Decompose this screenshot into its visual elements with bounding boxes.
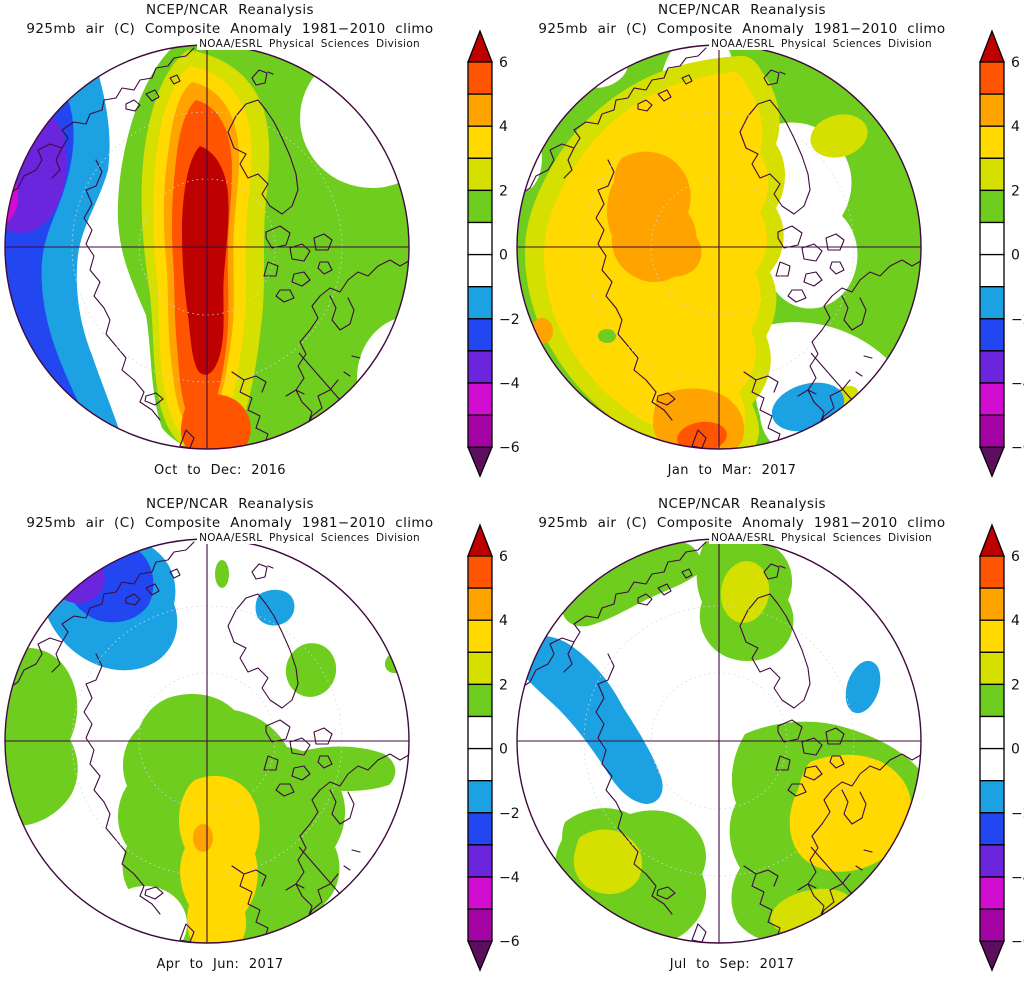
panel-caption: Jan to Mar: 2017: [667, 463, 797, 478]
anomaly-map-jul-sep-2017: [516, 538, 922, 944]
colorbar-tick-label: −4: [1011, 376, 1024, 392]
colorbar-tick-label: 0: [499, 248, 508, 264]
colorbar-tick-label: 4: [1011, 613, 1020, 629]
anomaly-map-jan-mar-2017: [516, 44, 922, 450]
panel-title: NCEP/NCAR Reanalysis: [146, 2, 314, 18]
colorbar-tick-label: −4: [499, 376, 520, 392]
colorbar-tick-label: 4: [499, 119, 508, 135]
colorbar-tick-label: 2: [499, 183, 508, 199]
anomaly-map-apr-jun-2017: [4, 538, 410, 944]
colorbar: 6 4 2 0 −2 −4 −6: [979, 29, 1024, 478]
panel-caption: Apr to Jun: 2017: [156, 957, 284, 972]
colorbar-tick-label: 4: [1011, 119, 1020, 135]
panel-oct-dec-2016: NCEP/NCAR Reanalysis 925mb air (C) Compo…: [0, 0, 520, 493]
panel-title: NCEP/NCAR Reanalysis: [658, 496, 826, 512]
noaa-esrl-watermark: NOAA/ESRL Physical Sciences Division: [709, 38, 934, 50]
colorbar-tick-label: −4: [499, 870, 520, 886]
colorbar-tick-label: 6: [499, 55, 508, 71]
colorbar-tick-label: 2: [1011, 183, 1020, 199]
panel-title: NCEP/NCAR Reanalysis: [146, 496, 314, 512]
colorbar-tick-label: 6: [1011, 55, 1020, 71]
panel-subtitle: 925mb air (C) Composite Anomaly 1981−201…: [26, 21, 434, 37]
panel-subtitle: 925mb air (C) Composite Anomaly 1981−201…: [538, 515, 946, 531]
colorbar-tick-label: 2: [499, 677, 508, 693]
panel-jan-mar-2017: NCEP/NCAR Reanalysis 925mb air (C) Compo…: [512, 0, 1024, 493]
panel-subtitle: 925mb air (C) Composite Anomaly 1981−201…: [26, 515, 434, 531]
noaa-esrl-watermark: NOAA/ESRL Physical Sciences Division: [197, 38, 422, 50]
anomaly-map-oct-dec-2016: [4, 44, 410, 450]
colorbar-tick-label: 2: [1011, 677, 1020, 693]
colorbar-tick-label: 0: [1011, 248, 1020, 264]
panel-caption: Jul to Sep: 2017: [669, 957, 795, 972]
colorbar-tick-label: −6: [499, 440, 520, 456]
panel-title: NCEP/NCAR Reanalysis: [658, 2, 826, 18]
colorbar-tick-label: 0: [499, 742, 508, 758]
colorbar-tick-label: −2: [1011, 312, 1024, 328]
colorbar: 6 4 2 0 −2 −4 −6: [979, 523, 1024, 972]
colorbar-tick-label: 0: [1011, 742, 1020, 758]
colorbar-tick-label: −4: [1011, 870, 1024, 886]
colorbar: 6 4 2 0 −2 −4 −6: [467, 29, 520, 478]
noaa-esrl-watermark: NOAA/ESRL Physical Sciences Division: [197, 532, 422, 544]
panel-caption: Oct to Dec: 2016: [154, 463, 286, 478]
noaa-esrl-watermark: NOAA/ESRL Physical Sciences Division: [709, 532, 934, 544]
panel-subtitle: 925mb air (C) Composite Anomaly 1981−201…: [538, 21, 946, 37]
colorbar: 6 4 2 0 −2 −4 −6: [467, 523, 520, 972]
colorbar-tick-label: −6: [1011, 440, 1024, 456]
colorbar-tick-label: 4: [499, 613, 508, 629]
colorbar-tick-label: −6: [1011, 934, 1024, 950]
colorbar-tick-label: −6: [499, 934, 520, 950]
colorbar-tick-label: 6: [1011, 549, 1020, 565]
colorbar-tick-label: −2: [499, 806, 520, 822]
colorbar-tick-label: −2: [499, 312, 520, 328]
colorbar-tick-label: −2: [1011, 806, 1024, 822]
panel-apr-jun-2017: NCEP/NCAR Reanalysis 925mb air (C) Compo…: [0, 494, 520, 987]
panel-jul-sep-2017: NCEP/NCAR Reanalysis 925mb air (C) Compo…: [512, 494, 1024, 987]
colorbar-tick-label: 6: [499, 549, 508, 565]
